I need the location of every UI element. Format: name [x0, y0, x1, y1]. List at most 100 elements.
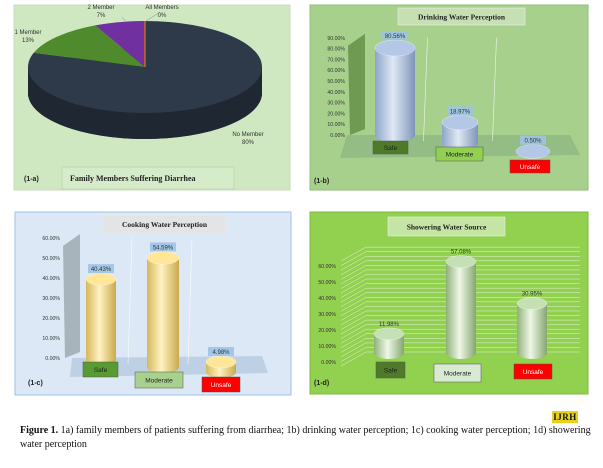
bar [446, 261, 476, 353]
gridline [340, 301, 580, 317]
gridline [340, 328, 580, 344]
y-tick-label: 0.00% [321, 360, 336, 366]
y-tick-label: 10.00% [327, 122, 345, 128]
slice-label: 2 Member [87, 5, 114, 11]
gridline [340, 265, 580, 280]
panel-label: (1-a) [24, 176, 39, 183]
y-tick-label: 10.00% [318, 344, 336, 350]
panel-label: (1-b) [314, 178, 329, 185]
value-label: 11.98% [379, 322, 400, 328]
slice-value: 80% [242, 140, 255, 146]
gridline [340, 251, 580, 266]
gridline [340, 342, 580, 358]
chart-title: Showering Water Source [407, 223, 487, 232]
y-tick-label: 30.00% [318, 312, 336, 318]
value-label: 80.56% [385, 34, 406, 40]
y-tick-label: 50.00% [42, 256, 60, 262]
gridline [340, 310, 580, 326]
bar-top [374, 39, 416, 57]
gridline [492, 37, 497, 142]
bar-top [146, 251, 180, 265]
category-label: Unsafe [523, 369, 544, 376]
slice-value: 0% [158, 13, 167, 19]
caption-text: 1a) family members of patients suffering… [20, 425, 591, 450]
category-label: Unsafe [520, 164, 541, 171]
pie-slice [95, 21, 145, 67]
value-label: 40.43% [91, 267, 112, 273]
value-label: 54.59% [153, 245, 174, 251]
y-tick-label: 20.00% [42, 316, 60, 322]
value-label: 18.97% [450, 109, 471, 115]
gridline [340, 283, 580, 298]
gridline [340, 269, 580, 285]
gridline [340, 324, 580, 339]
gridline [340, 246, 580, 262]
chart-title: Cooking Water Perception [122, 220, 208, 229]
category-box [134, 371, 184, 389]
y-tick-label: 60.00% [327, 68, 345, 74]
figure-caption: Figure 1. 1a) family members of patients… [20, 424, 595, 452]
value-label-box [520, 135, 546, 145]
gridline [340, 278, 580, 294]
leader-line [121, 16, 127, 23]
gridline [187, 237, 193, 365]
value-label: 4.98% [212, 350, 230, 356]
value-label-box [382, 30, 408, 40]
y-tick-label: 90.00% [327, 36, 345, 42]
chart-title-box [102, 214, 227, 234]
bar [517, 303, 547, 353]
panel-label: (1-d) [314, 380, 329, 387]
gridline [340, 292, 580, 307]
slice-value: 13% [22, 38, 35, 44]
category-label: Moderate [145, 378, 173, 385]
gridline [340, 319, 580, 335]
bar [147, 257, 179, 367]
leader-line [145, 11, 161, 22]
y-tick-label: 30.00% [42, 296, 60, 302]
gridline [340, 347, 580, 362]
category-box [513, 363, 553, 380]
bar-top [516, 297, 548, 310]
y-tick-label: 70.00% [327, 57, 345, 63]
y-tick-label: 60.00% [42, 236, 60, 242]
back-wall [348, 33, 365, 135]
pie-slice [33, 25, 145, 67]
gridline [340, 333, 580, 348]
y-tick-label: 60.00% [318, 264, 336, 270]
back-wall [63, 234, 80, 358]
y-tick-label: 50.00% [327, 79, 345, 85]
category-box [433, 363, 482, 383]
chart-title: Family Members Suffering Diarrhea [70, 174, 196, 183]
bar-top [445, 255, 477, 268]
category-label: Safe [384, 145, 398, 152]
value-label: 30.95% [522, 291, 543, 297]
chart-title-box [397, 7, 526, 26]
category-label: Safe [94, 367, 108, 374]
category-box [509, 159, 551, 174]
value-label-box [88, 264, 114, 274]
gridline [340, 306, 580, 321]
y-tick-label: 40.00% [318, 296, 336, 302]
caption-label: Figure 1. [20, 425, 59, 436]
y-tick-label: 50.00% [318, 280, 336, 286]
bar-top [515, 144, 551, 159]
gridline [340, 351, 580, 367]
bar-top [373, 327, 405, 340]
value-label-box [447, 106, 473, 116]
bar [86, 279, 116, 360]
category-label: Safe [384, 368, 398, 375]
y-tick-label: 40.00% [42, 276, 60, 282]
gridline [423, 37, 428, 142]
gridline [340, 315, 580, 330]
slice-value: 7% [97, 13, 106, 19]
figure-panels: No Member 80% 1 Member 13% 2 Member 7% All Mem… [13, 4, 589, 396]
y-tick-label: 10.00% [42, 336, 60, 342]
bar-top [85, 272, 117, 286]
category-box [201, 376, 241, 393]
slice-label: All Members [145, 5, 178, 11]
category-label: Moderate [444, 371, 472, 378]
y-tick-label: 30.00% [327, 101, 345, 107]
chart-title: Drinking Water Perception [418, 13, 506, 22]
bar-top [205, 355, 237, 369]
slice-label: 1 Member [14, 30, 41, 36]
